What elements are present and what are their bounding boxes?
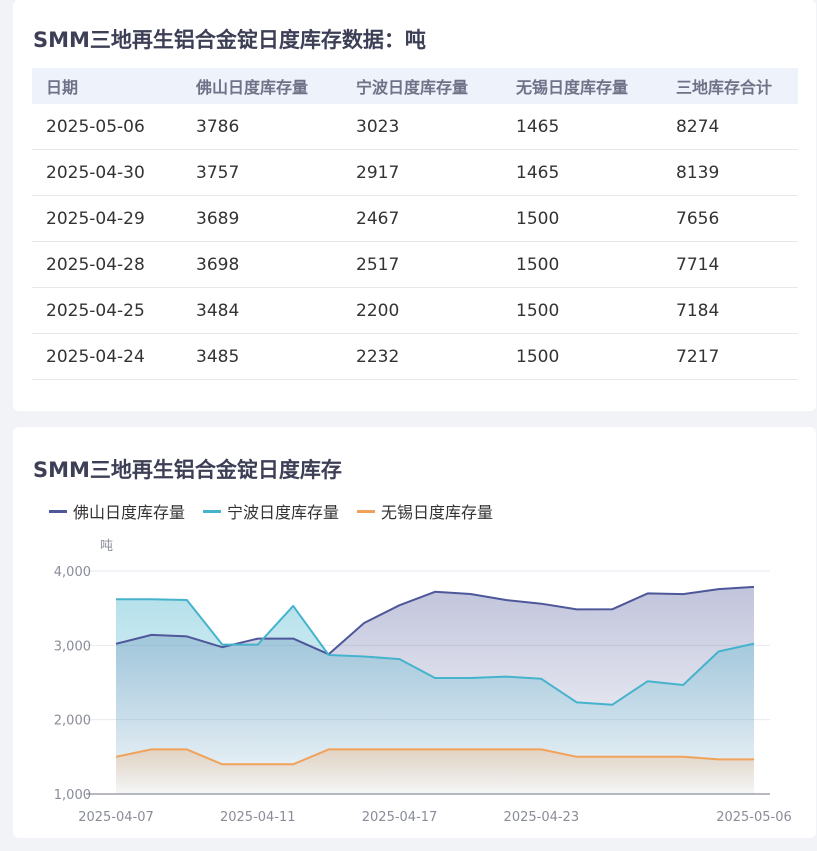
cell-total: 8139 <box>662 149 798 196</box>
cell-wuxi: 1500 <box>502 195 662 242</box>
header-foshan: 佛山日度库存量 <box>182 68 342 104</box>
cell-foshan: 3698 <box>182 241 342 288</box>
table-row: 2025-04-30 3757 2917 1465 8139 <box>32 149 798 196</box>
chart-legend: 佛山日度库存量 宁波日度库存量 无锡日度库存量 <box>49 500 493 522</box>
inventory-chart-card: SMM三地再生铝合金锭日度库存 佛山日度库存量 宁波日度库存量 无锡日度库存量 <box>13 427 816 838</box>
cell-total: 7656 <box>662 195 798 242</box>
cell-date: 2025-05-06 <box>32 104 182 150</box>
x-tick-label: 2025-04-11 <box>220 810 296 825</box>
legend-label-foshan: 佛山日度库存量 <box>73 503 186 522</box>
legend-item-ningbo[interactable]: 宁波日度库存量 <box>203 500 339 522</box>
y-tick-label: 2,000 <box>54 714 91 729</box>
legend-swatch-foshan <box>49 509 67 513</box>
cell-date: 2025-04-28 <box>32 241 182 288</box>
table-title: SMM三地再生铝合金锭日度库存数据：吨 <box>33 28 426 52</box>
cell-date: 2025-04-24 <box>32 333 182 380</box>
inventory-table-card: SMM三地再生铝合金锭日度库存数据：吨 日期 佛山日度库存量 宁波日度库存量 无… <box>13 0 816 411</box>
header-ningbo: 宁波日度库存量 <box>342 68 502 104</box>
x-tick-label: 2025-04-23 <box>504 810 580 825</box>
series-line-wuxi[interactable] <box>115 748 754 766</box>
cell-ningbo: 2232 <box>342 333 502 380</box>
cell-foshan: 3485 <box>182 333 342 380</box>
series-line-ningbo[interactable] <box>116 598 755 706</box>
cell-date: 2025-04-30 <box>32 149 182 196</box>
cell-foshan: 3484 <box>182 287 342 334</box>
cell-ningbo: 3023 <box>342 104 502 150</box>
y-tick-label: 1,000 <box>54 788 91 803</box>
legend-swatch-ningbo <box>203 509 222 513</box>
header-date: 日期 <box>32 68 182 104</box>
series-line-foshan[interactable] <box>115 585 755 656</box>
chart-areas <box>116 586 754 794</box>
cell-total: 7217 <box>662 333 798 380</box>
cell-foshan: 3757 <box>182 149 342 196</box>
y-tick-label: 4,000 <box>54 565 91 580</box>
series-area-wuxi <box>116 749 754 794</box>
legend-label-wuxi: 无锡日度库存量 <box>381 503 494 522</box>
cell-date: 2025-04-25 <box>32 287 182 334</box>
chart-title: SMM三地再生铝合金锭日度库存 <box>33 458 342 482</box>
legend-label-ningbo: 宁波日度库存量 <box>227 503 340 522</box>
inventory-table: 日期 佛山日度库存量 宁波日度库存量 无锡日度库存量 三地库存合计 2025-0… <box>32 68 798 380</box>
header-total: 三地库存合计 <box>662 68 798 104</box>
cell-wuxi: 1465 <box>502 104 662 150</box>
chart-lines <box>115 585 755 766</box>
y-axis-unit-label: 吨 <box>100 539 113 554</box>
table-row: 2025-04-24 3485 2232 1500 7217 <box>32 333 798 380</box>
table-row: 2025-04-28 3698 2517 1500 7714 <box>32 241 798 288</box>
cell-foshan: 3786 <box>182 104 342 150</box>
cell-wuxi: 1465 <box>502 149 662 196</box>
x-tick-label: 2025-04-07 <box>78 810 154 825</box>
table-header-row: 日期 佛山日度库存量 宁波日度库存量 无锡日度库存量 三地库存合计 <box>32 68 798 104</box>
cell-total: 7714 <box>662 241 798 288</box>
inventory-chart: 吨 1,000 2,000 3,000 4,000 2025-04-07 2025-04-… <box>54 539 792 825</box>
cell-wuxi: 1500 <box>502 241 662 288</box>
cell-date: 2025-04-29 <box>32 195 182 242</box>
table-row: 2025-04-29 3689 2467 1500 7656 <box>32 195 798 242</box>
cell-total: 7184 <box>662 287 798 334</box>
cell-wuxi: 1500 <box>502 287 662 334</box>
chart-axes: 1,000 2,000 3,000 4,000 2025-04-07 2025-04-11… <box>54 565 792 825</box>
table-row: 2025-05-06 3786 3023 1465 8274 <box>32 104 798 150</box>
y-tick-label: 3,000 <box>54 639 91 654</box>
x-tick-label: 2025-04-17 <box>362 810 438 825</box>
cell-ningbo: 2517 <box>342 241 502 288</box>
legend-item-wuxi[interactable]: 无锡日度库存量 <box>357 500 493 522</box>
table-row: 2025-04-25 3484 2200 1500 7184 <box>32 287 798 334</box>
series-area-ningbo <box>116 599 754 794</box>
cell-ningbo: 2200 <box>342 287 502 334</box>
cell-foshan: 3689 <box>182 195 342 242</box>
cell-total: 8274 <box>662 104 798 150</box>
x-tick-label: 2025-05-06 <box>716 810 792 825</box>
legend-swatch-wuxi <box>357 509 376 513</box>
cell-ningbo: 2917 <box>342 149 502 196</box>
legend-item-foshan[interactable]: 佛山日度库存量 <box>49 500 185 522</box>
cell-ningbo: 2467 <box>342 195 502 242</box>
cell-wuxi: 1500 <box>502 333 662 380</box>
header-wuxi: 无锡日度库存量 <box>502 68 662 104</box>
